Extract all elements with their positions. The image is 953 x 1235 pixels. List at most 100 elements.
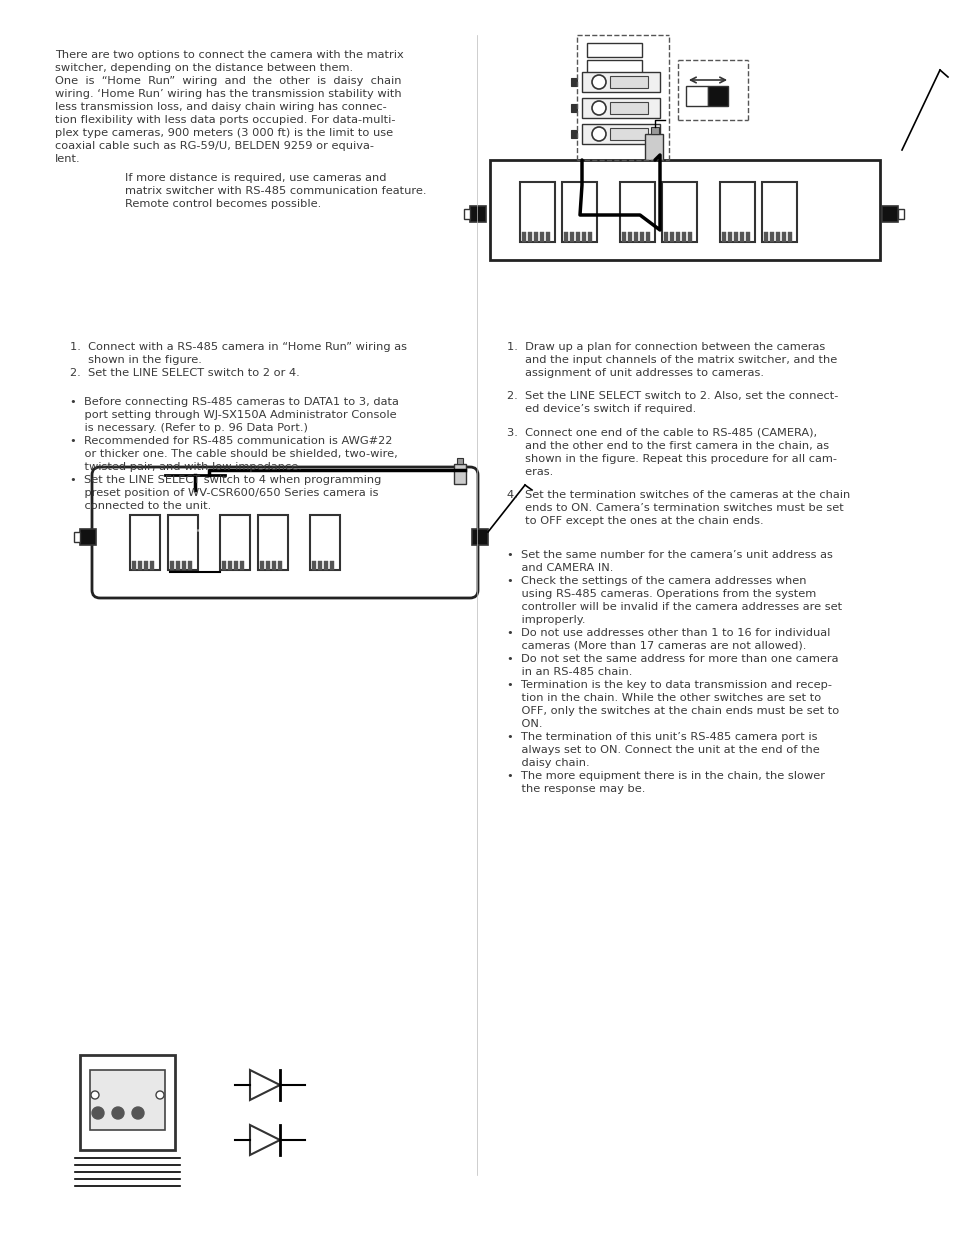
Bar bbox=[569, 232, 574, 242]
Bar bbox=[663, 232, 667, 242]
Bar bbox=[317, 561, 322, 571]
Bar bbox=[539, 232, 543, 242]
Bar bbox=[644, 135, 662, 161]
Bar bbox=[685, 86, 707, 106]
Text: daisy chain.: daisy chain. bbox=[506, 758, 589, 768]
Bar bbox=[310, 515, 339, 571]
Text: switcher, depending on the distance between them.: switcher, depending on the distance betw… bbox=[55, 63, 353, 73]
Bar bbox=[456, 458, 462, 464]
Text: preset position of WV-CSR600/650 Series camera is: preset position of WV-CSR600/650 Series … bbox=[70, 488, 378, 498]
Bar bbox=[490, 161, 879, 261]
Text: ed device’s switch if required.: ed device’s switch if required. bbox=[506, 404, 696, 415]
Text: coaxial cable such as RG-59/U, BELDEN 9259 or equiva-: coaxial cable such as RG-59/U, BELDEN 92… bbox=[55, 141, 374, 151]
Bar bbox=[312, 561, 315, 571]
Bar bbox=[571, 104, 577, 112]
Text: always set to ON. Connect the unit at the end of the: always set to ON. Connect the unit at th… bbox=[506, 745, 819, 755]
Text: If more distance is required, use cameras and: If more distance is required, use camera… bbox=[125, 173, 386, 183]
Bar bbox=[130, 515, 160, 571]
Bar bbox=[763, 232, 767, 242]
Bar bbox=[545, 232, 550, 242]
Bar bbox=[775, 232, 780, 242]
Bar bbox=[576, 232, 579, 242]
Text: ends to ON. Camera’s termination switches must be set: ends to ON. Camera’s termination switche… bbox=[506, 503, 842, 514]
Bar bbox=[761, 182, 796, 242]
Bar bbox=[781, 232, 785, 242]
FancyBboxPatch shape bbox=[91, 467, 477, 598]
Bar bbox=[233, 561, 237, 571]
Text: in an RS-485 chain.: in an RS-485 chain. bbox=[506, 667, 632, 677]
Circle shape bbox=[187, 571, 203, 587]
Text: •  The termination of this unit’s RS-485 camera port is: • The termination of this unit’s RS-485 … bbox=[506, 732, 817, 742]
Bar bbox=[621, 232, 625, 242]
Text: connected to the unit.: connected to the unit. bbox=[70, 500, 211, 510]
Text: Sony Speed+: Sony Speed+ bbox=[178, 527, 212, 532]
Bar bbox=[681, 232, 685, 242]
Bar bbox=[519, 182, 555, 242]
Text: shown in the figure.: shown in the figure. bbox=[70, 354, 202, 366]
Bar bbox=[897, 209, 903, 219]
Bar bbox=[144, 561, 148, 571]
Bar bbox=[769, 232, 773, 242]
Text: 4.  Set the termination switches of the cameras at the chain: 4. Set the termination switches of the c… bbox=[506, 490, 849, 500]
Bar bbox=[721, 232, 725, 242]
Text: tion in the chain. While the other switches are set to: tion in the chain. While the other switc… bbox=[506, 693, 821, 703]
Bar bbox=[787, 232, 791, 242]
Bar bbox=[645, 232, 649, 242]
Text: port setting through WJ-SX150A Administrator Console: port setting through WJ-SX150A Administr… bbox=[70, 410, 396, 420]
Bar bbox=[740, 232, 743, 242]
Bar bbox=[586, 43, 641, 57]
Text: •  Do not set the same address for more than one camera: • Do not set the same address for more t… bbox=[506, 655, 838, 664]
Bar bbox=[571, 130, 577, 138]
Bar bbox=[472, 529, 488, 545]
Bar bbox=[168, 515, 198, 571]
Bar bbox=[586, 61, 641, 74]
Bar bbox=[581, 124, 659, 144]
Bar bbox=[222, 561, 226, 571]
Circle shape bbox=[112, 1107, 124, 1119]
Circle shape bbox=[592, 101, 605, 115]
Bar bbox=[167, 515, 223, 535]
Circle shape bbox=[592, 75, 605, 89]
Text: Remote control becomes possible.: Remote control becomes possible. bbox=[125, 199, 321, 209]
Text: tion flexibility with less data ports occupied. For data-multi-: tion flexibility with less data ports oc… bbox=[55, 115, 395, 125]
Bar bbox=[571, 78, 577, 86]
FancyBboxPatch shape bbox=[164, 492, 226, 563]
Text: •  Set the same number for the camera’s unit address as: • Set the same number for the camera’s u… bbox=[506, 550, 832, 559]
Bar bbox=[150, 561, 153, 571]
Text: wiring. ‘Home Run’ wiring has the transmission stability with: wiring. ‘Home Run’ wiring has the transm… bbox=[55, 89, 401, 99]
Text: There are two options to connect the camera with the matrix: There are two options to connect the cam… bbox=[55, 49, 403, 61]
Bar bbox=[463, 209, 470, 219]
Bar bbox=[587, 232, 592, 242]
Bar bbox=[138, 561, 142, 571]
Text: cameras (More than 17 cameras are not allowed).: cameras (More than 17 cameras are not al… bbox=[506, 641, 805, 651]
Text: and CAMERA IN.: and CAMERA IN. bbox=[506, 563, 613, 573]
Bar bbox=[74, 532, 80, 542]
Bar bbox=[581, 232, 585, 242]
Circle shape bbox=[132, 1107, 144, 1119]
Text: •  Termination is the key to data transmission and recep-: • Termination is the key to data transmi… bbox=[506, 680, 831, 690]
Text: the response may be.: the response may be. bbox=[506, 784, 644, 794]
Bar bbox=[720, 182, 754, 242]
Bar bbox=[627, 232, 631, 242]
Text: controller will be invalid if the camera addresses are set: controller will be invalid if the camera… bbox=[506, 601, 841, 613]
Bar bbox=[687, 232, 691, 242]
Text: is necessary. (Refer to p. 96 Data Port.): is necessary. (Refer to p. 96 Data Port.… bbox=[70, 422, 308, 432]
Circle shape bbox=[592, 127, 605, 141]
Text: •  Check the settings of the camera addresses when: • Check the settings of the camera addre… bbox=[506, 576, 805, 585]
Bar bbox=[882, 206, 897, 222]
Bar bbox=[561, 182, 597, 242]
Text: 3.  Connect one end of the cable to RS-485 (CAMERA),: 3. Connect one end of the cable to RS-48… bbox=[506, 427, 817, 437]
Text: and the input channels of the matrix switcher, and the: and the input channels of the matrix swi… bbox=[506, 354, 837, 366]
Bar bbox=[470, 206, 485, 222]
Text: matrix switcher with RS-485 communication feature.: matrix switcher with RS-485 communicatio… bbox=[125, 186, 426, 196]
Text: •  Recommended for RS-485 communication is AWG#22: • Recommended for RS-485 communication i… bbox=[70, 436, 392, 446]
Text: shown in the figure. Repeat this procedure for all cam-: shown in the figure. Repeat this procedu… bbox=[506, 453, 836, 464]
Bar bbox=[669, 232, 673, 242]
Text: using RS-485 cameras. Operations from the system: using RS-485 cameras. Operations from th… bbox=[506, 589, 816, 599]
Bar bbox=[619, 182, 655, 242]
Text: eras.: eras. bbox=[506, 467, 553, 477]
Bar bbox=[676, 232, 679, 242]
Bar bbox=[733, 232, 738, 242]
Bar bbox=[527, 232, 532, 242]
Bar bbox=[90, 1070, 165, 1130]
